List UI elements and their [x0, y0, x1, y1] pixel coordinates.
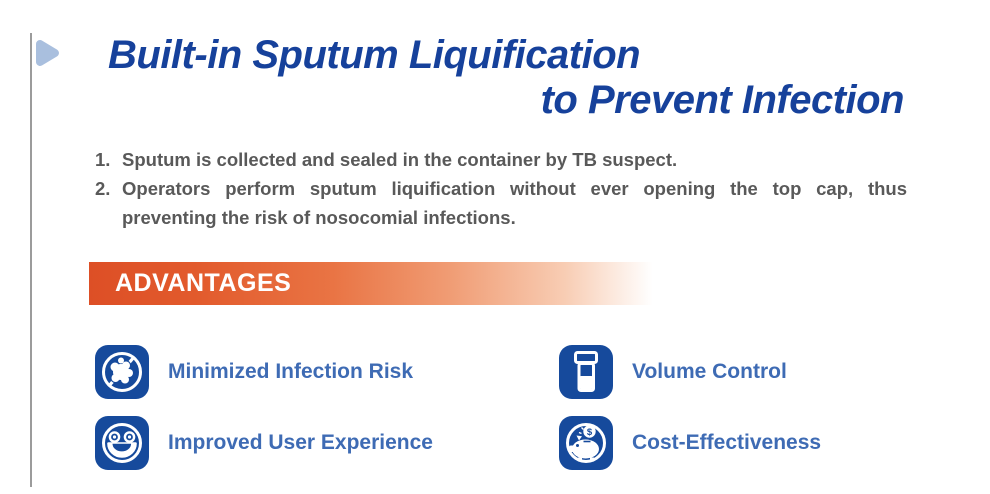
advantage-label: Minimized Infection Risk — [168, 359, 414, 383]
advantage-label: Volume Control — [632, 359, 787, 383]
smiley-face-icon — [95, 415, 149, 470]
dollar-sign-glyph: $ — [587, 427, 593, 438]
list-item: 1. Sputum is collected and sealed in the… — [95, 145, 907, 174]
advantages-banner-label: ADVANTAGES — [115, 269, 292, 297]
advantages-banner: ADVANTAGES — [89, 262, 670, 305]
advantage-label: Cost-Effectiveness — [632, 430, 822, 454]
list-item: 2. Operators perform sputum liquificatio… — [95, 174, 907, 232]
page-title-line1: Built-in Sputum Liquification — [108, 33, 641, 77]
list-item-number: 1. — [95, 149, 111, 170]
page-title-line2: to Prevent Infection — [540, 78, 905, 122]
advantage-cost-effectiveness: $ Cost-Effectiveness — [559, 415, 821, 470]
list-item-number: 2. — [95, 178, 111, 199]
advantage-improved-user-experience: Improved User Experience — [95, 415, 433, 470]
piggy-bank-icon: $ — [559, 415, 613, 470]
no-infection-icon — [95, 344, 149, 399]
advantage-minimized-infection-risk: Minimized Infection Risk — [95, 344, 413, 399]
numbered-list: 1. Sputum is collected and sealed in the… — [95, 145, 907, 232]
advantage-label: Improved User Experience — [168, 430, 433, 454]
list-item-text: Operators perform sputum liquification w… — [122, 178, 907, 228]
page-title: Built-in Sputum Liquification to Prevent… — [108, 33, 905, 123]
advantage-volume-control: Volume Control — [559, 344, 787, 399]
list-item-text: Sputum is collected and sealed in the co… — [122, 149, 678, 170]
specimen-container-icon — [559, 344, 613, 399]
left-divider-line — [30, 33, 32, 487]
play-triangle-icon — [34, 38, 62, 73]
